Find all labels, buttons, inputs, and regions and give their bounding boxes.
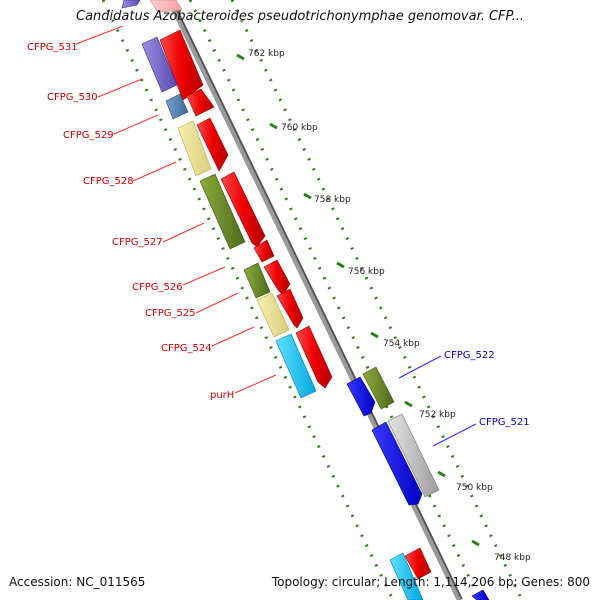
genome-summary-label: Topology: circular; Length: 1,114,206 bp… [271,575,590,589]
gene-block-purple[interactable] [141,36,178,93]
map-title: Candidatus Azobacteroides pseudotrichony… [76,9,524,24]
gene-arrow-forward-red[interactable] [159,29,204,101]
gene-arrow-forward-red[interactable] [196,117,229,172]
gene-block-khaki[interactable] [177,120,212,177]
scale-tick-label: 752 kbp [419,410,456,420]
gene-block-cyan[interactable] [389,552,424,600]
scale-tick-mark [336,261,345,269]
gene-block-purple[interactable] [121,0,141,9]
gene-arrow-forward-red[interactable] [263,259,291,296]
callout-line [195,292,239,314]
scale-tick-mark [303,192,312,200]
outer-dotted-track [188,0,482,600]
scale-tick-mark [404,400,413,408]
gene-block-cyan[interactable] [275,333,317,399]
accession-label: Accession: NC_011565 [9,575,146,589]
scale-tick-label: 760 kbp [281,123,318,133]
callout-line [182,266,226,286]
gene-label[interactable]: CFPG_531 [27,42,78,53]
callout-line [97,78,143,98]
scale-tick-mark [269,122,278,130]
gene-label[interactable]: CFPG_525 [145,308,196,319]
scale-tick-label: 762 kbp [248,49,285,59]
gene-block-olive[interactable] [199,173,246,250]
scale-tick-label: 756 kbp [348,267,385,277]
gene-block-steel[interactable] [165,93,189,120]
gene-arrow-forward-red[interactable] [295,325,333,389]
gene-arrow-reverse-blue[interactable] [471,589,490,600]
gene-label[interactable]: CFPG_529 [63,130,114,141]
gene-label[interactable]: CFPG_526 [132,282,183,293]
gene-label[interactable]: purH [210,390,234,401]
inner-dotted-track [101,0,395,600]
scale-tick-mark [437,470,446,478]
scale-tick-label: 750 kbp [456,483,493,493]
gene-arrow-forward-red[interactable] [186,88,215,117]
callout-line [398,355,442,379]
callout-line [162,222,205,243]
gene-arrow-reverse-blue[interactable] [371,421,423,506]
right-dotted-track [230,0,524,600]
gene-label[interactable]: CFPG_527 [112,237,163,248]
callout-line [234,374,277,394]
scale-tick-label: 748 kbp [494,553,531,563]
gene-arrow-forward-red[interactable] [253,239,275,263]
gene-block-gray[interactable] [387,413,440,498]
gene-block-olive[interactable] [243,262,271,299]
scale-tick-mark [236,53,245,61]
callout-line [211,326,255,347]
gene-block-khaki[interactable] [256,292,290,338]
scale-tick-label: 754 kbp [383,339,420,349]
gene-arrow-forward-pink[interactable] [149,0,183,13]
genome-backbone [167,0,461,600]
gene-arrow-forward-red[interactable] [404,547,432,580]
gene-arrow-forward-red[interactable] [220,171,266,248]
scale-tick-mark [471,539,480,547]
gene-label[interactable]: CFPG_522 [444,350,495,361]
callout-line [75,25,124,45]
scale-tick-label: 758 kbp [314,195,351,205]
gene-label[interactable]: CFPG_524 [161,343,212,354]
callout-line [132,161,177,182]
callout-line [432,423,477,447]
gene-arrow-forward-red[interactable] [276,288,304,329]
gene-block-olive[interactable] [362,366,395,410]
callout-line [113,114,159,135]
gene-label[interactable]: CFPG_521 [479,417,530,428]
gene-label[interactable]: CFPG_530 [47,92,98,103]
gene-label[interactable]: CFPG_528 [83,176,134,187]
scale-tick-mark [370,331,379,339]
gene-arrow-reverse-blue[interactable] [346,376,376,417]
